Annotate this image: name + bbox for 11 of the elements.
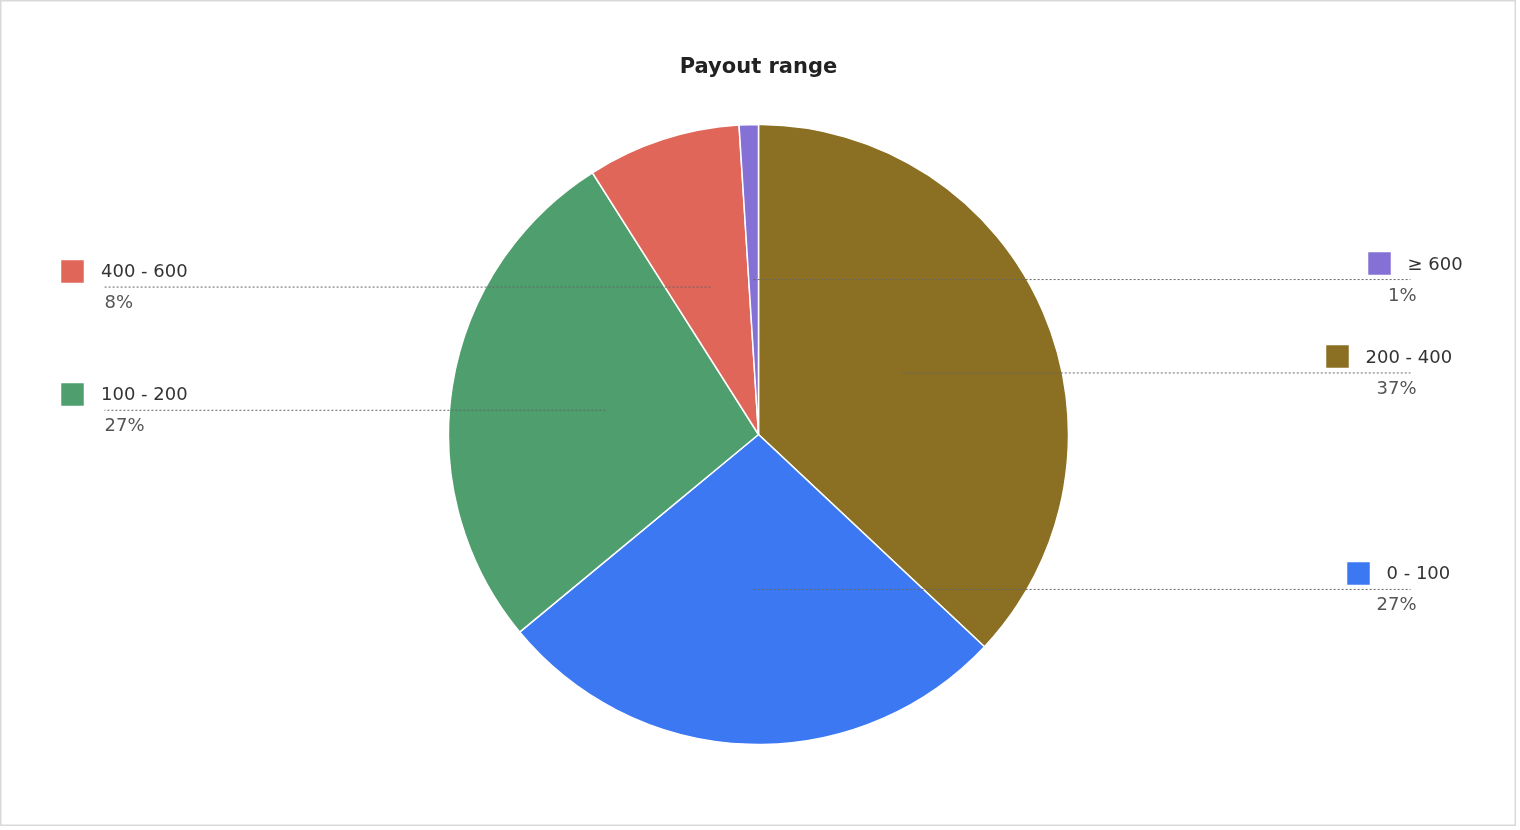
legend-label: 100 - 200 [101, 382, 188, 407]
data-label: 37% [1376, 376, 1417, 398]
legend-label: 0 - 100 [1386, 561, 1451, 586]
data-label: 27% [1376, 593, 1417, 615]
legend-label: ≥ 600 [1407, 251, 1463, 276]
data-label: 27% [104, 414, 145, 436]
data-label: 8% [104, 291, 134, 313]
data-label: 1% [1387, 283, 1417, 305]
legend-label: 400 - 600 [101, 259, 188, 284]
legend-label: 200 - 400 [1365, 344, 1453, 369]
chart-title: Payout range [679, 53, 838, 78]
